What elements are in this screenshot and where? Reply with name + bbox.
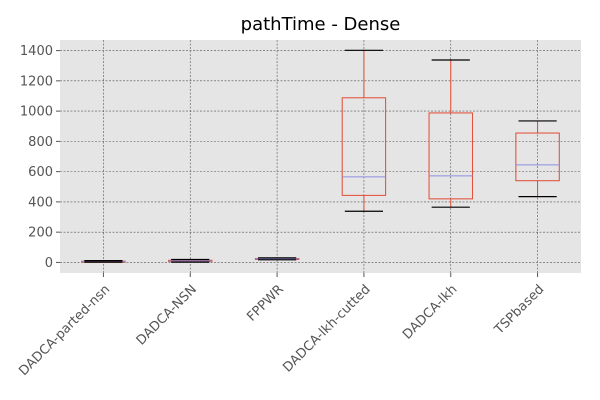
box-plot [254,257,300,261]
x-tick-label: TSPbased [491,282,547,338]
box [341,97,387,196]
y-axis: 0 200 400 600 800 1000 1200 1400 [20,44,60,271]
box-plot [81,259,126,263]
box-plot [168,258,213,263]
box [428,112,473,200]
box-plot [515,120,560,198]
grid [60,40,581,273]
y-tick-label: 1000 [20,105,53,120]
x-tick-label: DADCA-parted-nsn [16,282,113,379]
y-tick-label: 1400 [20,44,53,59]
x-axis: DADCA-parted-nsn DADCA-NSN FPPWRDADCA-lkh-… [16,273,547,379]
y-tick-label: 400 [28,195,53,210]
x-tick-label: DADCA-lkh [400,282,460,342]
x-tick-label: DADCA-NSN [134,282,200,348]
y-tick-label: 200 [28,226,53,241]
box-plot [341,49,387,212]
y-tick-label: 800 [28,135,53,150]
box [515,132,560,182]
y-tick-label: 1200 [20,74,53,89]
chart-title: pathTime - Dense [241,14,401,35]
y-tick-label: 0 [45,256,53,271]
y-tick-label: 600 [28,165,53,180]
plot-area [60,40,581,273]
box-plots [81,49,560,263]
x-tick-label: FPPWR [244,282,286,324]
x-tick-label: DADCA-lkh-cutted [280,282,373,375]
box-plot [428,59,473,208]
